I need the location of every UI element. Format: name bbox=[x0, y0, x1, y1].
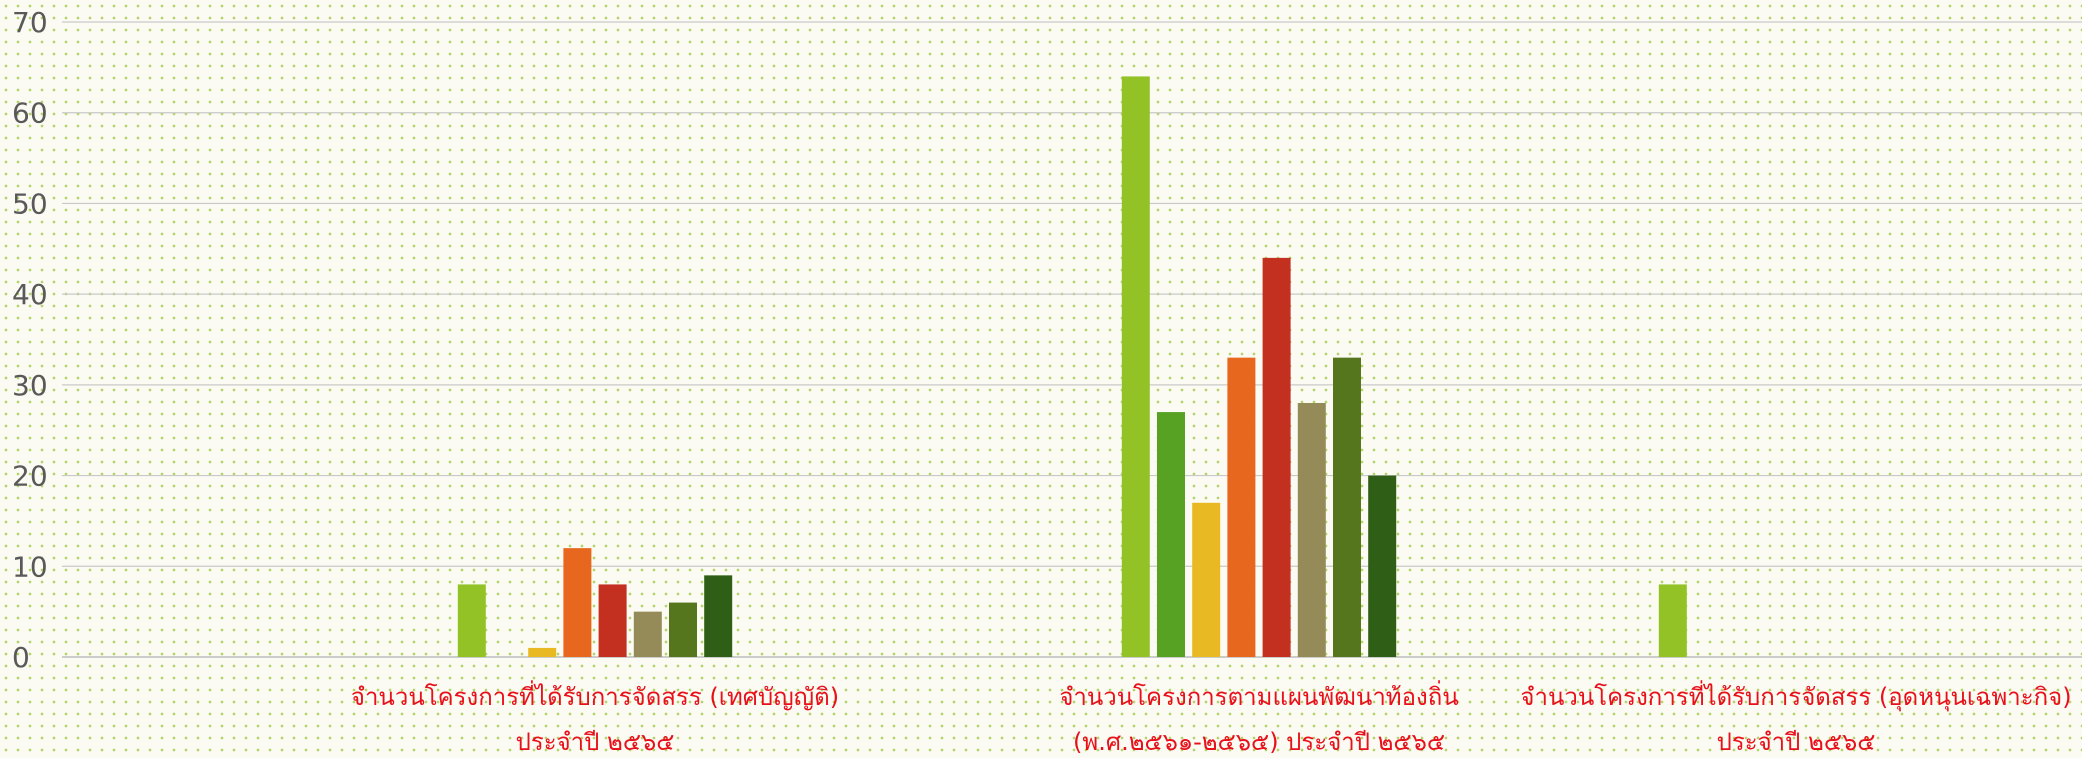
y-tick-label: 50 bbox=[12, 187, 48, 220]
bar bbox=[704, 575, 732, 657]
bar bbox=[1368, 476, 1396, 657]
bars bbox=[458, 76, 1687, 657]
bar bbox=[599, 584, 627, 657]
bar bbox=[1659, 584, 1687, 657]
bar bbox=[1298, 403, 1326, 657]
gridlines bbox=[62, 22, 2082, 657]
x-tick-label: จำนวนโครงการที่ได้รับการจัดสรร (เทศบัญญั… bbox=[351, 680, 839, 711]
bar bbox=[458, 584, 486, 657]
y-tick-label: 30 bbox=[12, 369, 48, 402]
x-axis: จำนวนโครงการที่ได้รับการจัดสรร (เทศบัญญั… bbox=[351, 680, 2072, 756]
x-tick-label: (พ.ศ.๒๕๖๑-๒๕๖๕) ประจำปี ๒๕๖๕ bbox=[1073, 728, 1445, 756]
bar bbox=[634, 612, 662, 657]
y-tick-label: 60 bbox=[12, 97, 48, 130]
bar bbox=[1122, 76, 1150, 657]
y-axis: 0 10 20 30 40 50 60 70 bbox=[12, 6, 48, 674]
bar bbox=[1333, 358, 1361, 657]
y-tick-label: 70 bbox=[12, 6, 48, 39]
y-tick-label: 40 bbox=[12, 278, 48, 311]
x-tick-label: จำนวนโครงการที่ได้รับการจัดสรร (อุดหนุนเ… bbox=[1520, 680, 2071, 712]
x-tick-label: ประจำปี ๒๕๖๕ bbox=[516, 728, 675, 756]
bar bbox=[669, 603, 697, 657]
x-tick-label: ประจำปี ๒๕๖๕ bbox=[1717, 728, 1876, 756]
bar bbox=[1263, 258, 1291, 657]
y-tick-label: 0 bbox=[12, 641, 30, 674]
bar bbox=[1157, 412, 1185, 657]
bar bbox=[563, 548, 591, 657]
bar bbox=[1192, 503, 1220, 657]
y-tick-label: 20 bbox=[12, 460, 48, 493]
bar bbox=[528, 648, 556, 657]
y-tick-label: 10 bbox=[12, 550, 48, 583]
bar bbox=[1227, 358, 1255, 657]
x-tick-label: จำนวนโครงการตามแผนพัฒนาท้องถิ่น bbox=[1059, 680, 1458, 711]
